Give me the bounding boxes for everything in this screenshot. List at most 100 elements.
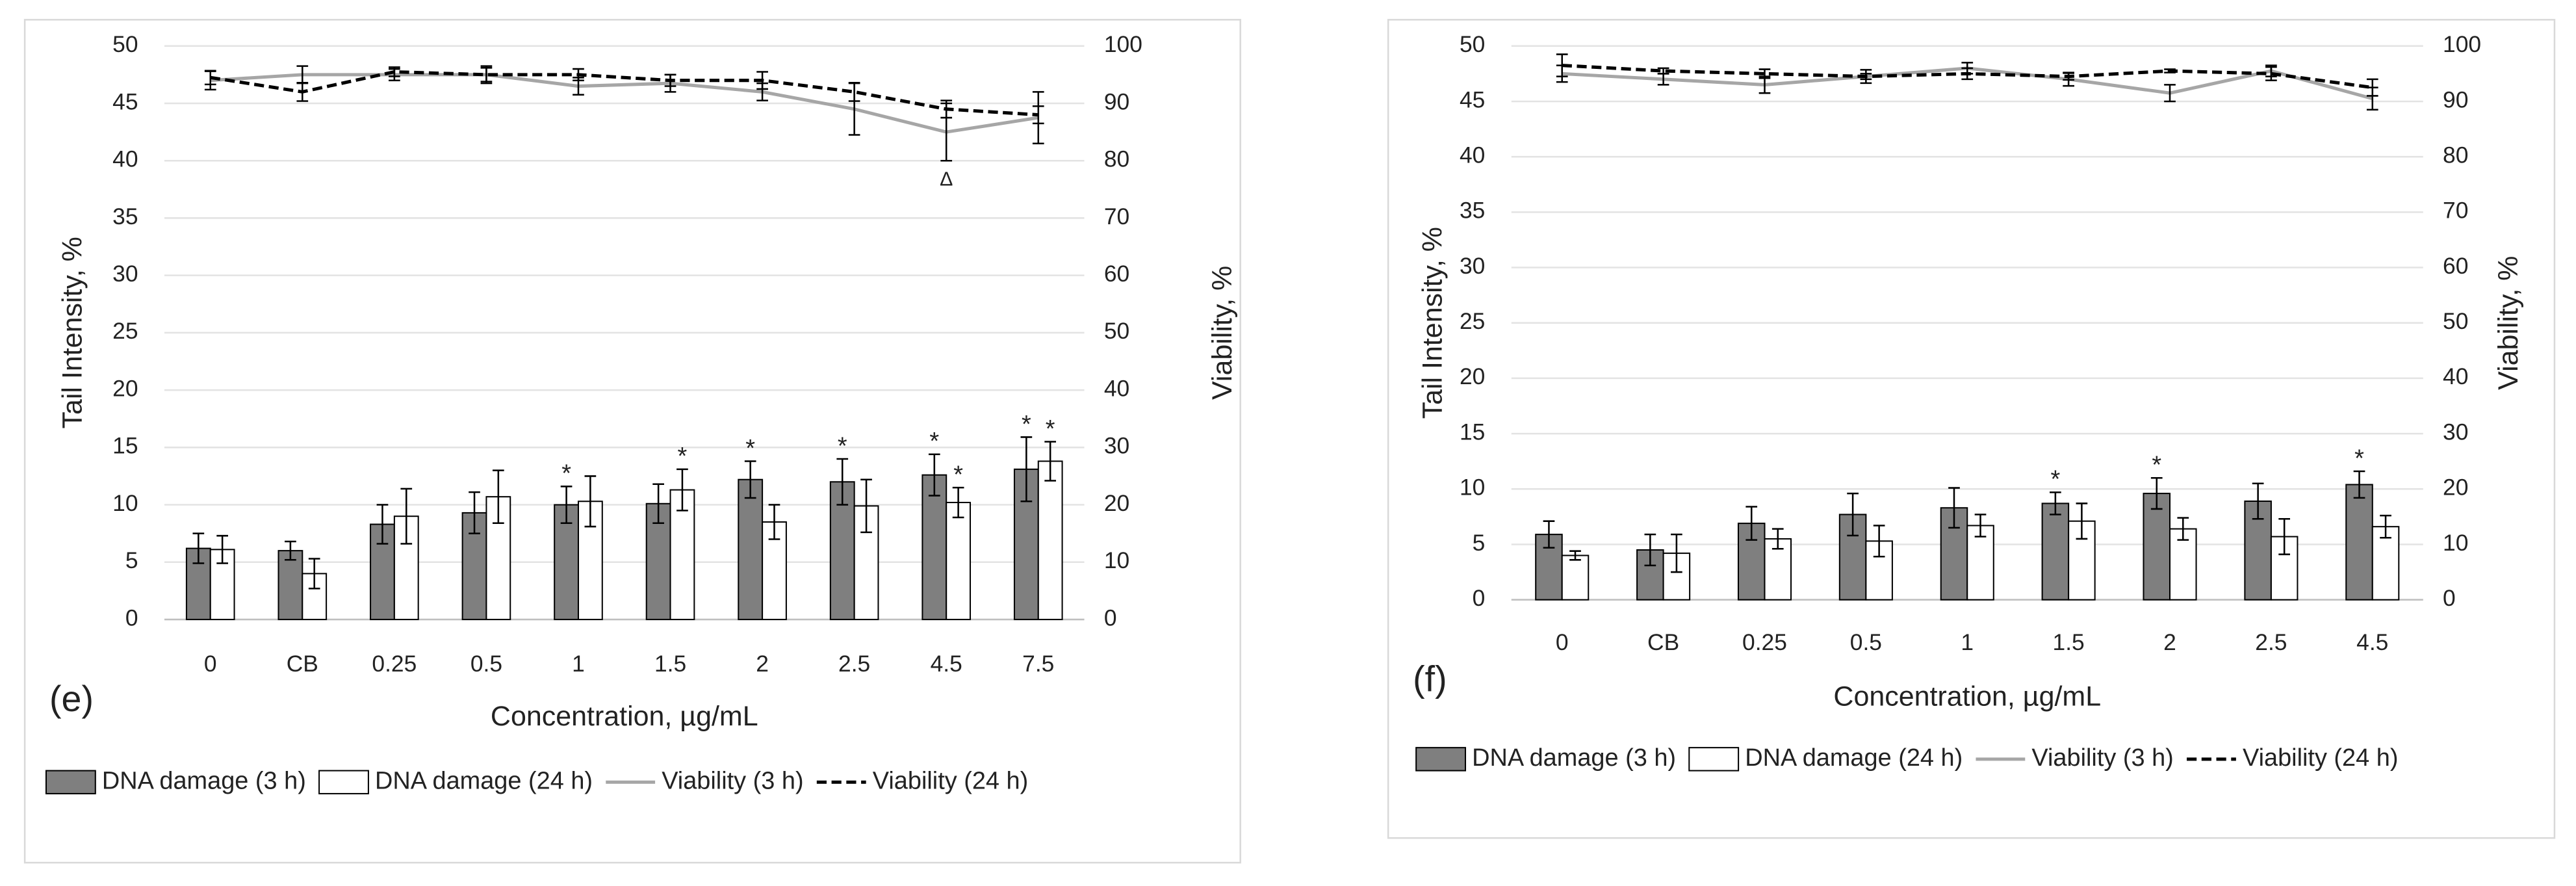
error-bar [469,491,480,534]
y2-tick-label: 50 [1104,319,1129,344]
x-tick-label: 2 [756,651,769,677]
error-bar [1771,528,1784,550]
error-bar [1948,487,1960,529]
error-bar [2252,482,2264,520]
error-bar [2063,72,2074,81]
legend-swatch [318,770,369,794]
x-tick-label: 1.5 [654,651,686,677]
error-bar [848,81,860,102]
bar [2143,493,2171,601]
legend-label: Viability (24 h) [873,767,1029,794]
error-bar [1745,506,1758,541]
y2-tick-label: 80 [1104,147,1129,172]
y2-tick-label: 20 [2443,475,2468,501]
y2-tick-label: 70 [1104,204,1129,229]
error-bar [389,66,400,77]
legend-swatch [45,770,96,794]
legend-item: Viability (3 h) [1976,744,2174,772]
x-tick-label: 0.5 [470,651,502,677]
error-bar [1671,533,1682,573]
y-tick-label: 45 [1460,87,1485,112]
error-bar [1020,436,1033,502]
y-tick-label: 25 [112,319,138,344]
error-bar [2150,476,2163,510]
legend-label: DNA damage (3 h) [1472,744,1676,772]
y-tick-label: 10 [1460,475,1485,501]
legend-swatch [1688,747,1740,772]
error-bar [560,486,573,525]
error-bar [744,460,756,499]
error-bar [1032,105,1044,125]
y-tick-label: 35 [112,204,138,229]
y2-axis-title: Viability, % [2493,256,2524,390]
y2-tick-label: 10 [2443,530,2468,556]
error-bar [1044,441,1057,482]
chart: 0510152025303540455001020304050607080901… [23,19,1241,864]
error-bar [940,99,953,119]
y2-tick-label: 10 [1104,548,1129,573]
error-bar [768,504,780,540]
y2-tick-label: 0 [1104,605,1117,631]
legend-swatch [1415,747,1467,772]
y-tick-label: 20 [112,376,138,401]
error-bar [2353,470,2365,499]
x-tick-label: 0 [204,651,217,677]
y2-tick-label: 0 [2443,586,2456,611]
line [210,73,1039,134]
error-bar [676,468,688,512]
y2-tick-label: 90 [2443,87,2468,112]
x-tick-label: 0.5 [1850,630,1882,655]
error-bar [192,532,205,564]
legend-item: DNA damage (24 h) [1688,744,1963,772]
error-bar [2265,66,2277,81]
error-bar [2164,84,2176,103]
x-tick-label: 2 [2163,630,2176,655]
error-bar [400,488,413,545]
annotation: * [2354,445,2364,472]
y-tick-label: 40 [1460,142,1485,168]
error-bar [652,483,664,525]
error-bar [1873,525,1885,558]
error-bar [1974,514,1987,538]
y2-tick-label: 30 [1104,434,1129,459]
legend-label: DNA damage (24 h) [1745,744,1963,772]
error-bar [2366,78,2378,97]
legend-label: Viability (24 h) [2243,744,2399,772]
error-bar [1860,73,1872,81]
legend-item: DNA damage (3 h) [45,767,306,794]
y-tick-label: 5 [125,548,138,573]
y-tick-label: 30 [112,261,138,287]
error-bar [480,67,493,83]
y2-tick-label: 100 [2443,32,2481,57]
annotation: * [561,460,571,488]
y-tick-label: 20 [1460,364,1485,389]
legend-label: DNA damage (3 h) [102,767,306,794]
legend-label: Viability (3 h) [662,767,803,794]
y2-tick-label: 20 [1104,491,1129,516]
bar [1561,554,1590,601]
chart-frame [1387,19,2556,839]
legend-label: DNA damage (24 h) [375,767,593,794]
legend-label: Viability (3 h) [2031,744,2173,772]
x-tick-label: 1 [572,651,585,677]
annotation: * [2152,452,2161,479]
annotation: * [838,432,847,460]
legend-item: DNA damage (24 h) [318,767,593,794]
error-bar [2278,518,2291,556]
y2-tick-label: 60 [2443,254,2468,279]
y-tick-label: 50 [1460,32,1485,57]
bar [2270,536,2299,601]
y-tick-label: 5 [1473,530,1486,556]
y-tick-label: 30 [1460,254,1485,279]
error-bar [928,453,940,497]
error-bar [2380,514,2391,539]
bar [921,474,947,620]
error-bar [492,469,504,525]
y-tick-label: 45 [112,89,138,114]
y-tick-label: 15 [112,434,138,459]
error-bar [2164,68,2176,73]
error-bar [584,475,597,528]
y-tick-label: 0 [125,605,138,631]
